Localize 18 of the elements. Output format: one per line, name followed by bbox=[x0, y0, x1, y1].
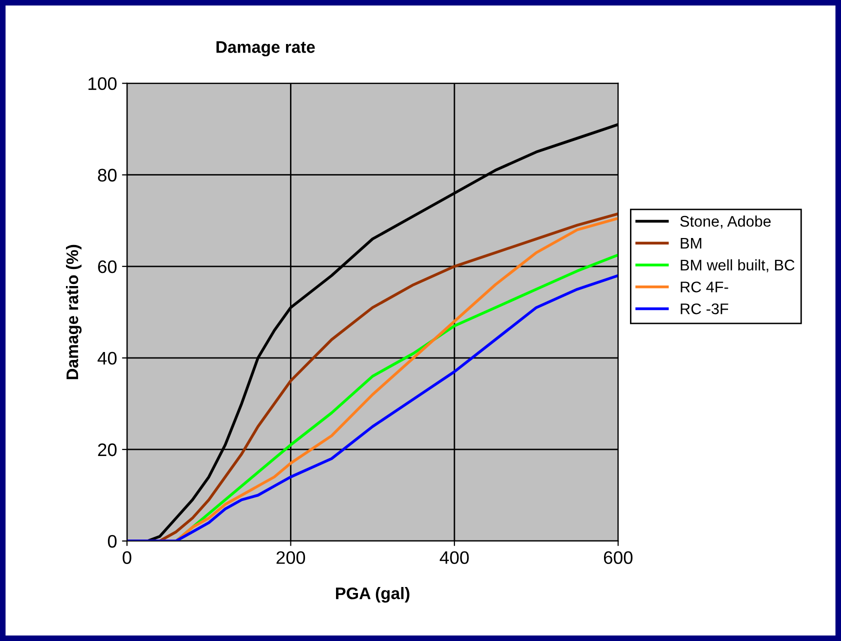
y-tick-label: 0 bbox=[108, 534, 117, 548]
legend-label: RC -3F bbox=[680, 303, 728, 314]
chart-title: Damage rate bbox=[216, 41, 315, 56]
x-tick-label: 400 bbox=[440, 551, 469, 564]
x-axis-title: PGA (gal) bbox=[336, 587, 410, 603]
y-tick-label: 60 bbox=[98, 260, 117, 274]
y-tick-label: 20 bbox=[98, 443, 117, 456]
x-tick-label: 200 bbox=[276, 551, 306, 564]
legend-label: BM well built, BC bbox=[680, 259, 794, 272]
legend-label: Stone, Adobe bbox=[680, 216, 771, 229]
y-tick-label: 80 bbox=[98, 168, 117, 182]
x-tick-label: 600 bbox=[604, 551, 632, 564]
y-axis-title: Damage ratio (%) bbox=[66, 244, 82, 380]
y-tick-label: 40 bbox=[98, 352, 117, 365]
x-tick-label: 0 bbox=[122, 551, 132, 564]
legend-label: RC 4F- bbox=[680, 282, 728, 292]
legend-label: BM bbox=[680, 238, 702, 248]
y-tick-label: 100 bbox=[88, 77, 117, 90]
